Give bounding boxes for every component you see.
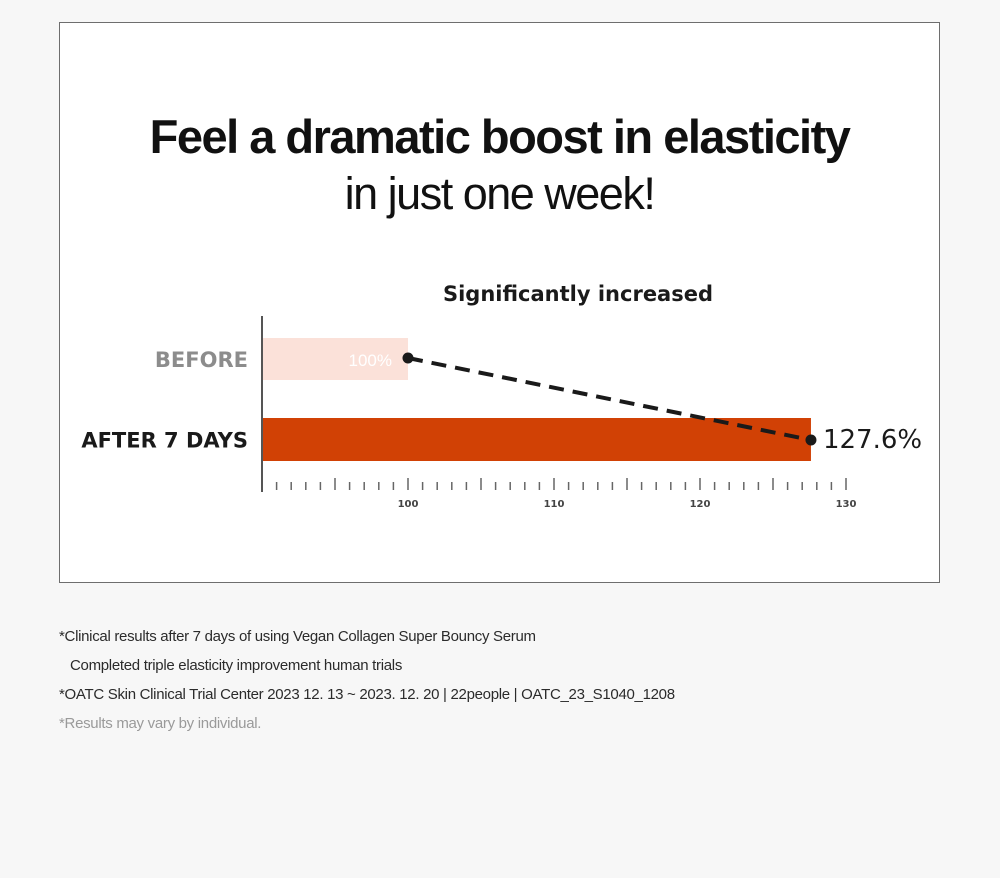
- elasticity-bar-chart: Significantly increased 100 110 120 130 BEF…: [81, 282, 922, 510]
- trend-line: [407, 356, 812, 442]
- footnote-trial-center: *OATC Skin Clinical Trial Center 2023 12…: [59, 686, 675, 703]
- bar-after: [262, 418, 811, 461]
- footnotes: *Clinical results after 7 days of using …: [59, 622, 939, 738]
- value-label-after: 127.6%: [823, 425, 922, 455]
- footnote-clinical: *Clinical results after 7 days of using …: [59, 628, 536, 645]
- x-tick-label: 130: [836, 499, 857, 510]
- trend-point-after: [805, 434, 817, 446]
- value-label-before: 100%: [349, 351, 392, 370]
- headline-line-1: Feel a dramatic boost in elasticity: [149, 110, 851, 163]
- headline-line-2: in just one week!: [344, 168, 656, 219]
- x-tick-label: 100: [398, 499, 419, 510]
- category-label-before: BEFORE: [155, 348, 248, 372]
- result-card: Feel a dramatic boost in elasticity in j…: [59, 22, 940, 583]
- chart-title: Significantly increased: [443, 282, 713, 306]
- bar-before: [262, 338, 408, 380]
- footnote-disclaimer: *Results may vary by individual.: [59, 715, 262, 732]
- x-tick-label: 110: [544, 499, 565, 510]
- category-label-after: AFTER 7 DAYS: [81, 429, 248, 453]
- footnote-trials: Completed triple elasticity improvement …: [70, 657, 403, 674]
- x-tick-label: 120: [690, 499, 711, 510]
- trend-point-before: [402, 352, 414, 364]
